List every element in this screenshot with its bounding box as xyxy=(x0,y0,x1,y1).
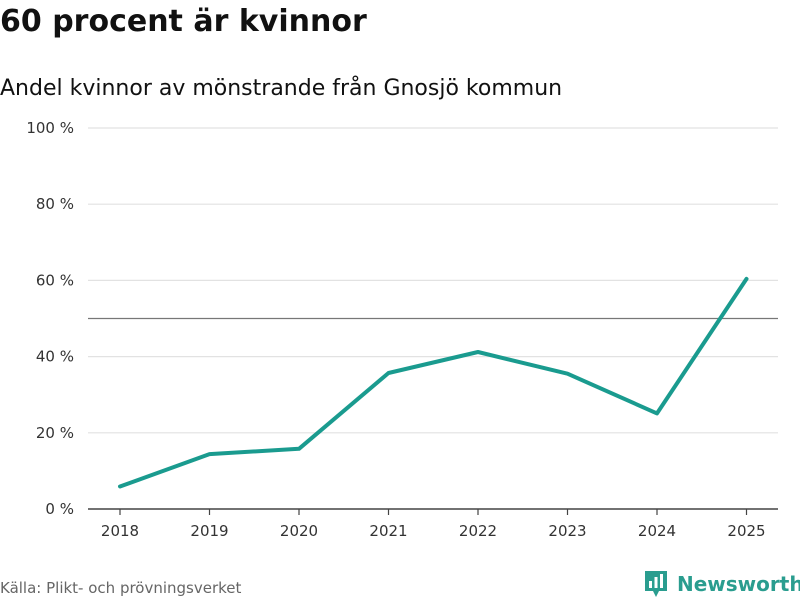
series-line xyxy=(118,276,749,489)
y-tick-label: 40 % xyxy=(36,348,74,366)
x-tick-label: 2020 xyxy=(280,522,318,540)
x-tick-label: 2024 xyxy=(638,522,676,540)
brand-logo: Newsworthy xyxy=(643,568,800,600)
bar-chart-speech-bubble-icon xyxy=(645,571,667,597)
x-tick-label: 2018 xyxy=(101,522,139,540)
axes: 0 % 20 % 40 % 60 % 80 % 100 % 2018 2019 2020 2021… xyxy=(26,119,778,540)
x-tick-label: 2022 xyxy=(459,522,497,540)
gridlines xyxy=(88,127,778,434)
x-tick-label: 2019 xyxy=(190,522,228,540)
y-tick-label: 0 % xyxy=(45,500,74,518)
y-tick-label: 20 % xyxy=(36,424,74,442)
y-tick-label: 60 % xyxy=(36,271,74,289)
x-tick-label: 2023 xyxy=(548,522,586,540)
y-tick-label: 80 % xyxy=(36,195,74,213)
y-tick-label: 100 % xyxy=(26,119,74,137)
series xyxy=(118,276,749,489)
x-tick-label: 2025 xyxy=(727,522,765,540)
chart-subtitle: Andel kvinnor av mönstrande från Gnosjö … xyxy=(0,76,563,101)
chart-title: 60 procent är kvinnor xyxy=(0,4,367,39)
brand-name: Newsworthy xyxy=(677,572,800,596)
source-note: Källa: Plikt- och prövningsverket xyxy=(0,579,242,597)
x-tick-label: 2021 xyxy=(369,522,407,540)
